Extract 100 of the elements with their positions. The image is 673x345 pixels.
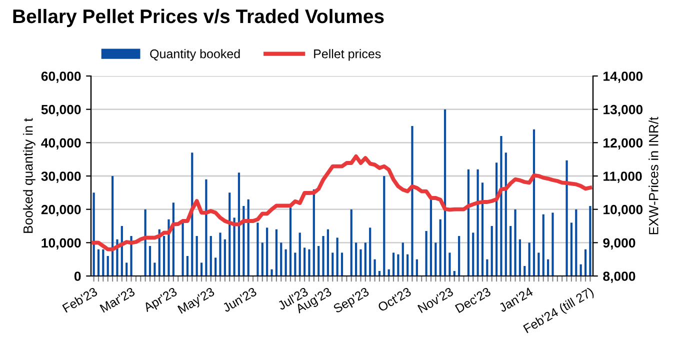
y2-tick-label: 10,000	[604, 204, 643, 216]
bar	[439, 219, 442, 276]
bar	[326, 229, 330, 276]
bar	[182, 222, 184, 276]
y-tick-label: 10,000	[42, 238, 81, 250]
bar	[280, 242, 282, 276]
bar	[476, 169, 479, 276]
y2-tick-label: 9,000	[603, 238, 636, 250]
bar	[196, 236, 198, 276]
bar	[500, 136, 502, 276]
bar	[102, 249, 104, 276]
bar	[154, 262, 156, 276]
bar	[552, 212, 554, 276]
bar	[200, 262, 203, 276]
bar	[111, 176, 114, 276]
bar	[340, 252, 344, 276]
y-axis-title: Booked quantity in t	[23, 118, 36, 233]
y-tick-label: 60,000	[41, 72, 81, 83]
bar	[392, 252, 395, 276]
bar	[546, 259, 550, 276]
bar	[354, 242, 358, 276]
bar	[350, 209, 352, 276]
bar	[542, 214, 544, 276]
bar	[303, 248, 306, 276]
y-tick-label: 20,000	[41, 204, 81, 216]
bar	[518, 239, 521, 276]
bar	[566, 160, 568, 276]
line-series	[92, 154, 592, 252]
y2-tick-label: 12,000	[604, 138, 643, 150]
bar	[92, 192, 95, 276]
bar	[336, 238, 338, 276]
bar	[106, 256, 109, 276]
bar	[411, 126, 414, 276]
y2-tick-label: 13,000	[604, 104, 643, 116]
bar	[298, 232, 301, 276]
bar	[233, 218, 236, 276]
bar	[318, 246, 320, 276]
bar	[383, 176, 386, 276]
bar	[289, 208, 292, 276]
bar	[186, 256, 189, 276]
bar	[430, 199, 432, 276]
bar	[444, 109, 446, 276]
bar	[458, 236, 460, 276]
y2-tick-label: 8,000	[603, 272, 636, 283]
bar	[524, 266, 526, 276]
bar	[210, 236, 212, 276]
bar	[402, 242, 404, 276]
y-tick-label: 40,000	[41, 138, 81, 150]
bar	[416, 259, 418, 276]
bar	[126, 262, 128, 276]
bar	[589, 206, 592, 276]
bar	[332, 252, 334, 276]
bar	[504, 152, 507, 276]
bar	[369, 228, 372, 276]
legend-label: Quantity booked	[150, 49, 240, 61]
bar	[481, 182, 484, 276]
bar	[486, 259, 488, 276]
bar	[397, 254, 400, 276]
bar	[284, 249, 287, 276]
bar	[360, 249, 362, 276]
y-tick-label: 0	[74, 272, 81, 281]
bar	[214, 258, 217, 276]
bar	[425, 231, 428, 276]
bar	[514, 209, 516, 276]
bar	[580, 264, 582, 276]
bar	[532, 129, 536, 276]
bar	[238, 172, 240, 276]
bar	[205, 179, 208, 276]
bar	[584, 249, 587, 276]
bar	[570, 222, 573, 276]
bar	[163, 236, 166, 276]
bar	[472, 232, 474, 276]
bar	[97, 249, 100, 276]
bar	[490, 226, 493, 276]
bar	[219, 232, 222, 276]
y2-tick-label: 11,000	[604, 172, 642, 183]
bar	[374, 259, 376, 276]
bar	[434, 242, 437, 276]
chart-title: Bellary Pellet Prices v/s Traded Volumes	[13, 8, 384, 28]
bar	[228, 192, 231, 276]
y-tick-label: 50,000	[41, 104, 81, 116]
y-tick-label: 30,000	[41, 172, 81, 183]
bar	[322, 236, 324, 276]
bar	[510, 226, 512, 276]
bar	[130, 236, 132, 276]
bar	[538, 252, 540, 276]
bar	[467, 169, 470, 276]
bar	[275, 229, 278, 276]
legend-label: Pellet prices	[314, 49, 381, 61]
y2-tick-label: 14,000	[604, 72, 643, 83]
bar	[448, 252, 451, 276]
bar	[224, 239, 226, 276]
bar	[261, 242, 264, 276]
y2-axis-title: EXW-Prices in INR/t	[648, 116, 658, 234]
bar	[256, 222, 259, 276]
bar	[270, 269, 273, 276]
bar	[528, 242, 530, 276]
bar	[308, 249, 310, 276]
bar	[364, 242, 366, 276]
bar	[294, 252, 296, 276]
